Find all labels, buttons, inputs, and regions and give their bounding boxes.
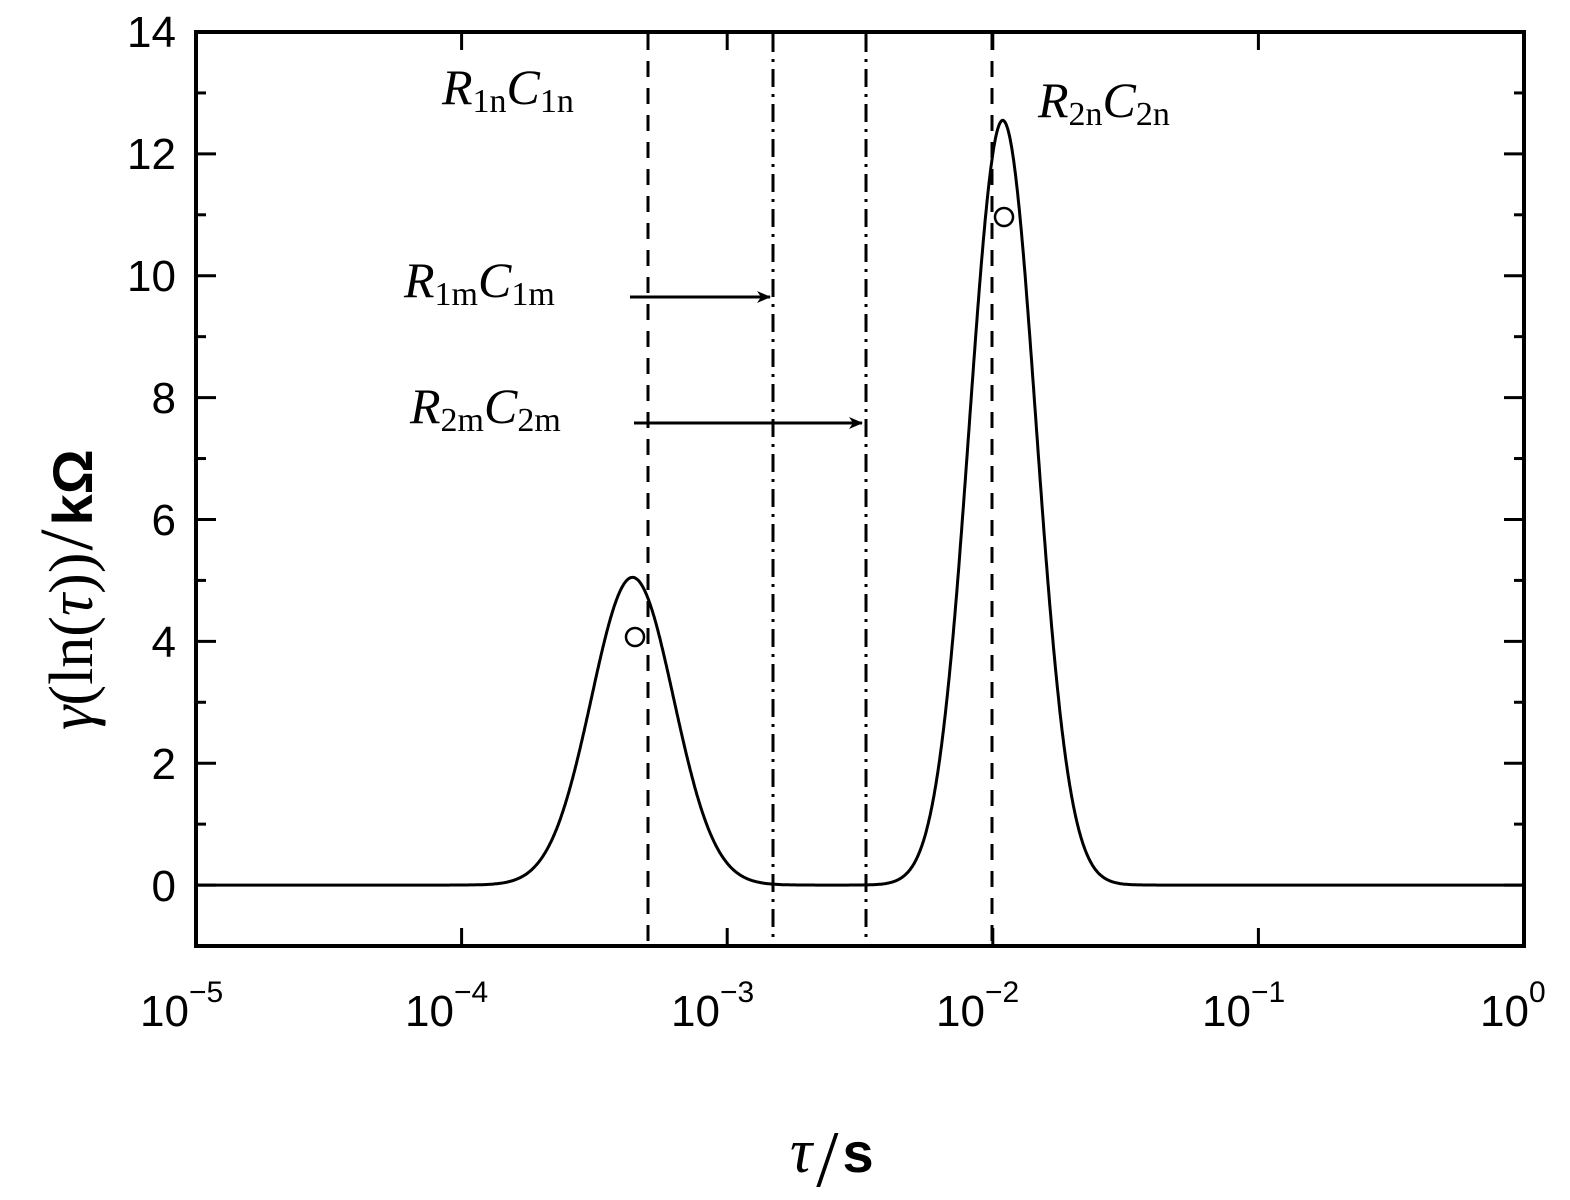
y-axis-ticks <box>196 30 1524 887</box>
y-tick-8: 8 <box>152 374 176 423</box>
y-tick-12: 12 <box>127 130 176 179</box>
y-tick-6: 6 <box>152 496 176 545</box>
x-tick-1e-3: 10−3 <box>671 976 754 1036</box>
x-axis-ticks <box>460 32 1260 946</box>
y-tick-10: 10 <box>127 252 176 301</box>
x-tick-1e-5: 10−5 <box>140 976 223 1036</box>
x-tick-1e-1: 10−1 <box>1202 976 1285 1036</box>
y-axis-title: γ(ln(τ))/kΩ <box>25 449 109 730</box>
x-tick-1e0: 100 <box>1480 976 1546 1036</box>
label-r2nc2n: R2nC2n <box>1037 72 1170 133</box>
label-r2mc2m: R2mC2m <box>409 378 561 439</box>
y-tick-14: 14 <box>127 8 176 57</box>
drt-curve <box>196 118 1524 887</box>
y-tick-0: 0 <box>152 862 176 911</box>
y-tick-labels: 0 2 4 6 8 10 12 14 <box>127 8 176 911</box>
x-axis-title: τ/s <box>790 1116 874 1200</box>
plot-frame <box>194 30 1526 948</box>
x-tick-labels: 10−5 10−4 10−3 10−2 10−1 100 <box>140 976 1546 1036</box>
x-tick-1e-4: 10−4 <box>405 976 488 1036</box>
x-tick-1e-2: 10−2 <box>936 976 1019 1036</box>
y-tick-4: 4 <box>152 618 176 667</box>
circle-marker-1 <box>624 626 646 648</box>
vline-group <box>646 34 994 944</box>
y-tick-2: 2 <box>152 740 176 789</box>
circle-marker-2 <box>993 206 1015 228</box>
label-r1nc1n: R1nC1n <box>441 59 574 120</box>
label-r1mc1m: R1mC1m <box>403 252 555 313</box>
